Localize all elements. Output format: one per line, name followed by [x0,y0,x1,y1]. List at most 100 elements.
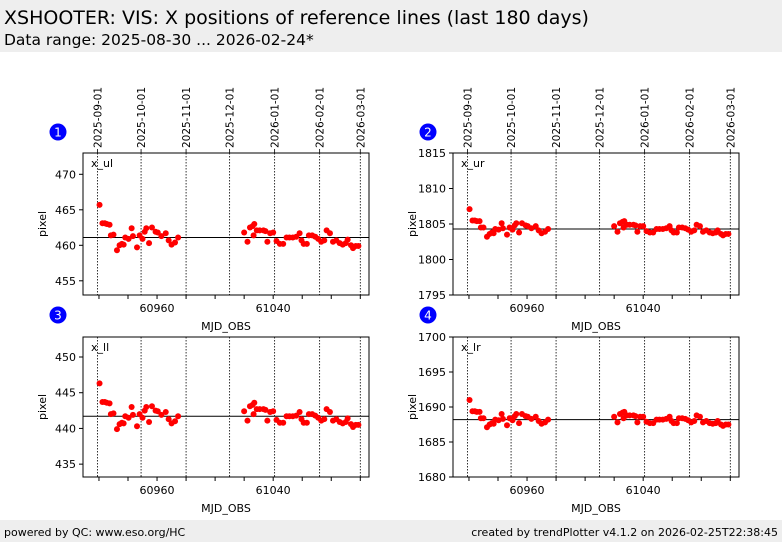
data-point [326,230,333,237]
data-point [498,411,505,417]
data-point [270,408,277,415]
data-point [614,228,621,235]
data-point [344,415,351,422]
data-point [128,404,135,410]
data-point [251,399,258,406]
data-point [162,409,169,415]
page-title: XSHOOTER: VIS: X positions of reference … [4,7,589,29]
data-point [125,414,132,421]
data-point [691,227,698,234]
data-point [640,223,647,230]
data-point [632,222,639,229]
y-tick-label: 1815 [418,147,446,160]
data-point [611,413,618,420]
data-point [498,220,505,227]
data-point [165,416,172,423]
date-tick-label: 2026-02-01 [315,87,327,148]
y-axis-label: pixel [406,211,419,237]
series-label: x_ll [91,341,109,354]
data-point [696,223,703,230]
data-point [129,233,136,240]
panel-number-badge [419,123,437,141]
data-point [634,228,641,235]
x-axis-label: MJD_OBS [201,502,251,515]
data-point [120,241,127,248]
data-point [158,411,165,418]
panel-number: 4 [424,309,432,323]
date-tick-label: 2026-03-01 [725,87,737,148]
data-point [280,419,287,426]
data-point [513,220,520,227]
data-point [146,419,153,425]
data-point [175,413,182,420]
y-tick-label: 460 [55,239,76,252]
data-point [143,225,150,232]
data-point [545,416,552,423]
data-point [175,234,182,241]
data-point [146,240,153,247]
y-tick-label: 445 [55,387,76,400]
data-point [165,237,172,244]
y-axis-label: pixel [36,211,49,237]
y-tick-label: 1685 [418,436,446,449]
y-tick-label: 1805 [418,218,446,231]
data-point [129,411,136,418]
date-tick-label: 2026-02-01 [685,87,697,148]
y-tick-label: 1690 [418,401,446,414]
data-point [244,417,251,424]
y-axis-label: pixel [406,394,419,420]
series-label: x_ur [461,157,485,170]
data-point [476,218,483,225]
y-tick-label: 435 [55,458,76,471]
panel-number: 2 [424,126,432,140]
data-point [113,247,120,254]
y-tick-label: 1680 [418,471,446,484]
data-point [148,224,155,231]
date-tick-label: 2025-12-01 [595,87,607,148]
date-tick-label: 2025-12-01 [225,87,237,148]
data-point [250,232,257,239]
x-tick-label: 61040 [626,484,661,497]
data-point [134,423,141,430]
data-point [134,244,141,251]
chart-panel-2: 2 2025-09-01 2025-10-01 2025-11-01 2025-12-0… [406,87,740,333]
date-tick-label: 2025-11-01 [551,87,563,148]
panel-number-badge [49,123,67,141]
date-tick-label: 2025-09-01 [463,87,475,148]
y-tick-label: 440 [55,422,76,435]
x-axis-label: MJD_OBS [201,320,251,333]
y-tick-label: 1810 [418,183,446,196]
data-point [480,224,487,231]
y-tick-label: 1800 [418,254,446,267]
y-tick-label: 450 [55,351,76,364]
data-point [303,240,310,247]
date-tick-label: 2026-01-01 [270,87,282,148]
data-point [241,229,248,236]
data-point [303,419,310,426]
data-point [264,417,271,424]
data-point [545,225,552,232]
date-tick-label: 2025-10-01 [136,87,148,148]
data-point [640,413,647,420]
data-point [106,400,113,407]
data-point [139,414,146,421]
date-tick-label: 2025-10-01 [506,87,518,148]
data-point [634,419,641,426]
date-tick-label: 2026-01-01 [640,87,652,148]
data-point [270,229,277,236]
data-point [321,237,328,244]
x-tick-label: 61040 [256,484,291,497]
data-point [696,413,703,420]
footer-powered-by: powered by QC: www.eso.org/HC [4,526,186,539]
data-point [244,238,251,245]
x-tick-label: 60960 [510,302,545,315]
date-tick-label: 2025-11-01 [181,87,193,148]
date-tick-label: 2026-03-01 [355,87,367,148]
data-range: Data range: 2025-08-30 ... 2026-02-24* [4,31,314,49]
x-tick-label: 60960 [140,302,175,315]
data-point [614,419,621,426]
data-point [532,413,539,420]
panel-number: 3 [54,309,62,323]
